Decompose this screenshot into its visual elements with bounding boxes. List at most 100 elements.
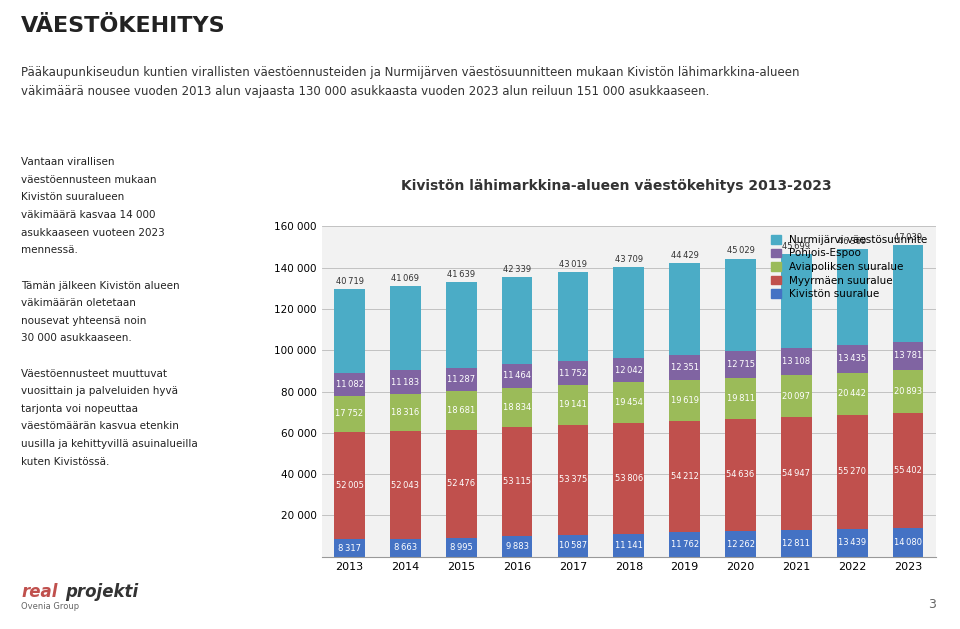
Bar xyxy=(893,245,924,342)
Text: 13 435: 13 435 xyxy=(838,354,866,364)
Text: 54 947: 54 947 xyxy=(782,469,810,478)
Text: 12 351: 12 351 xyxy=(671,363,699,372)
Text: 46 369: 46 369 xyxy=(838,237,866,246)
Text: 53 115: 53 115 xyxy=(503,477,531,486)
Bar xyxy=(781,376,812,417)
Bar xyxy=(613,423,644,533)
Text: 52 043: 52 043 xyxy=(392,481,420,489)
Bar xyxy=(669,421,700,532)
Text: 18 681: 18 681 xyxy=(447,406,475,415)
Bar xyxy=(445,538,476,557)
Text: 19 454: 19 454 xyxy=(614,398,643,407)
Text: väkimäärän oletetaan: väkimäärän oletetaan xyxy=(21,298,136,308)
Text: 11 082: 11 082 xyxy=(336,379,364,389)
Text: 30 000 asukkaaseen.: 30 000 asukkaaseen. xyxy=(21,333,132,343)
Text: 18 834: 18 834 xyxy=(503,403,531,412)
Bar xyxy=(445,391,476,430)
Text: 12 262: 12 262 xyxy=(727,540,755,548)
Text: 8 317: 8 317 xyxy=(338,543,361,553)
Text: 52 476: 52 476 xyxy=(447,479,475,489)
Bar xyxy=(334,432,365,540)
Bar xyxy=(445,282,476,368)
Bar xyxy=(445,368,476,391)
Bar xyxy=(558,535,588,557)
Text: 11 762: 11 762 xyxy=(671,540,699,549)
Bar xyxy=(837,529,868,557)
Text: 17 752: 17 752 xyxy=(335,409,364,418)
Text: 10 587: 10 587 xyxy=(559,541,587,550)
Bar xyxy=(334,372,365,396)
Bar xyxy=(558,385,588,425)
Bar xyxy=(837,345,868,372)
Text: 19 141: 19 141 xyxy=(559,401,587,409)
Text: real: real xyxy=(21,582,58,601)
Bar xyxy=(837,372,868,415)
Text: väkimäärä nousee vuoden 2013 alun vajaasta 130 000 asukkaasta vuoden 2023 alun r: väkimäärä nousee vuoden 2013 alun vajaas… xyxy=(21,85,709,98)
Text: Kivistön lähimarkkina-alueen väestökehitys 2013-2023: Kivistön lähimarkkina-alueen väestökehit… xyxy=(401,179,832,192)
Text: 19 619: 19 619 xyxy=(671,396,699,404)
Text: 13 108: 13 108 xyxy=(782,357,810,366)
Bar xyxy=(390,539,420,557)
Text: 44 429: 44 429 xyxy=(671,251,699,260)
Text: 53 375: 53 375 xyxy=(559,476,588,484)
Bar xyxy=(334,289,365,372)
Text: Pääkaupunkiseudun kuntien virallisten väestöennusteiden ja Nurmijärven väestösuu: Pääkaupunkiseudun kuntien virallisten vä… xyxy=(21,66,800,79)
Text: 54 212: 54 212 xyxy=(671,472,699,481)
Bar xyxy=(390,286,420,370)
Text: 47 039: 47 039 xyxy=(894,233,923,242)
Text: 40 719: 40 719 xyxy=(336,277,364,286)
Bar xyxy=(837,415,868,529)
Bar xyxy=(334,540,365,557)
Text: 8 663: 8 663 xyxy=(394,543,417,552)
Text: 11 752: 11 752 xyxy=(559,369,587,377)
Legend: Nurmijärvi väestösuunnite, Pohjois-Espoo, Aviapoliksen suuralue, Myyrmäen suural: Nurmijärvi väestösuunnite, Pohjois-Espoo… xyxy=(768,231,931,303)
Text: 45 029: 45 029 xyxy=(727,247,755,255)
Bar xyxy=(334,396,365,432)
Text: 12 811: 12 811 xyxy=(782,539,810,548)
Bar xyxy=(502,277,533,364)
Bar xyxy=(669,380,700,421)
Text: väestömäärän kasvua etenkin: väestömäärän kasvua etenkin xyxy=(21,421,179,431)
Text: 13 781: 13 781 xyxy=(894,352,923,360)
Bar xyxy=(445,430,476,538)
Bar xyxy=(613,267,644,358)
Text: 18 316: 18 316 xyxy=(392,408,420,417)
Bar xyxy=(781,530,812,557)
Text: Kivistön suuralueen: Kivistön suuralueen xyxy=(21,192,125,203)
Bar xyxy=(893,342,924,370)
Text: uusilla ja kehittyvillä asuinalueilla: uusilla ja kehittyvillä asuinalueilla xyxy=(21,439,198,449)
Text: 43 019: 43 019 xyxy=(559,260,587,269)
Bar xyxy=(893,528,924,557)
Bar xyxy=(781,348,812,376)
Bar xyxy=(502,364,533,387)
Bar xyxy=(725,377,756,418)
Bar xyxy=(390,431,420,539)
Bar xyxy=(669,263,700,355)
Text: 53 806: 53 806 xyxy=(614,474,643,482)
Text: 55 402: 55 402 xyxy=(894,466,922,475)
Text: Väestöennusteet muuttuvat: Väestöennusteet muuttuvat xyxy=(21,369,167,379)
Text: 42 339: 42 339 xyxy=(503,265,531,274)
Bar xyxy=(725,418,756,532)
Bar xyxy=(669,355,700,380)
Bar xyxy=(725,259,756,352)
Bar xyxy=(781,417,812,530)
Text: 3: 3 xyxy=(928,598,936,611)
Bar xyxy=(893,413,924,528)
Bar xyxy=(837,249,868,345)
Text: projekti: projekti xyxy=(65,582,138,601)
Text: väkimäärä kasvaa 14 000: väkimäärä kasvaa 14 000 xyxy=(21,210,156,220)
Bar xyxy=(893,370,924,413)
Bar xyxy=(725,352,756,377)
Text: vuosittain ja palveluiden hyvä: vuosittain ja palveluiden hyvä xyxy=(21,386,179,396)
Text: Vantaan virallisen: Vantaan virallisen xyxy=(21,157,114,167)
Text: nousevat yhteensä noin: nousevat yhteensä noin xyxy=(21,316,147,326)
Text: 12 715: 12 715 xyxy=(727,360,755,369)
Text: 11 287: 11 287 xyxy=(447,375,475,384)
Text: 43 709: 43 709 xyxy=(614,255,643,264)
Text: väestöennusteen mukaan: väestöennusteen mukaan xyxy=(21,175,156,185)
Text: 11 141: 11 141 xyxy=(614,541,643,550)
Text: 14 080: 14 080 xyxy=(894,538,922,547)
Bar xyxy=(613,382,644,423)
Bar xyxy=(558,425,588,535)
